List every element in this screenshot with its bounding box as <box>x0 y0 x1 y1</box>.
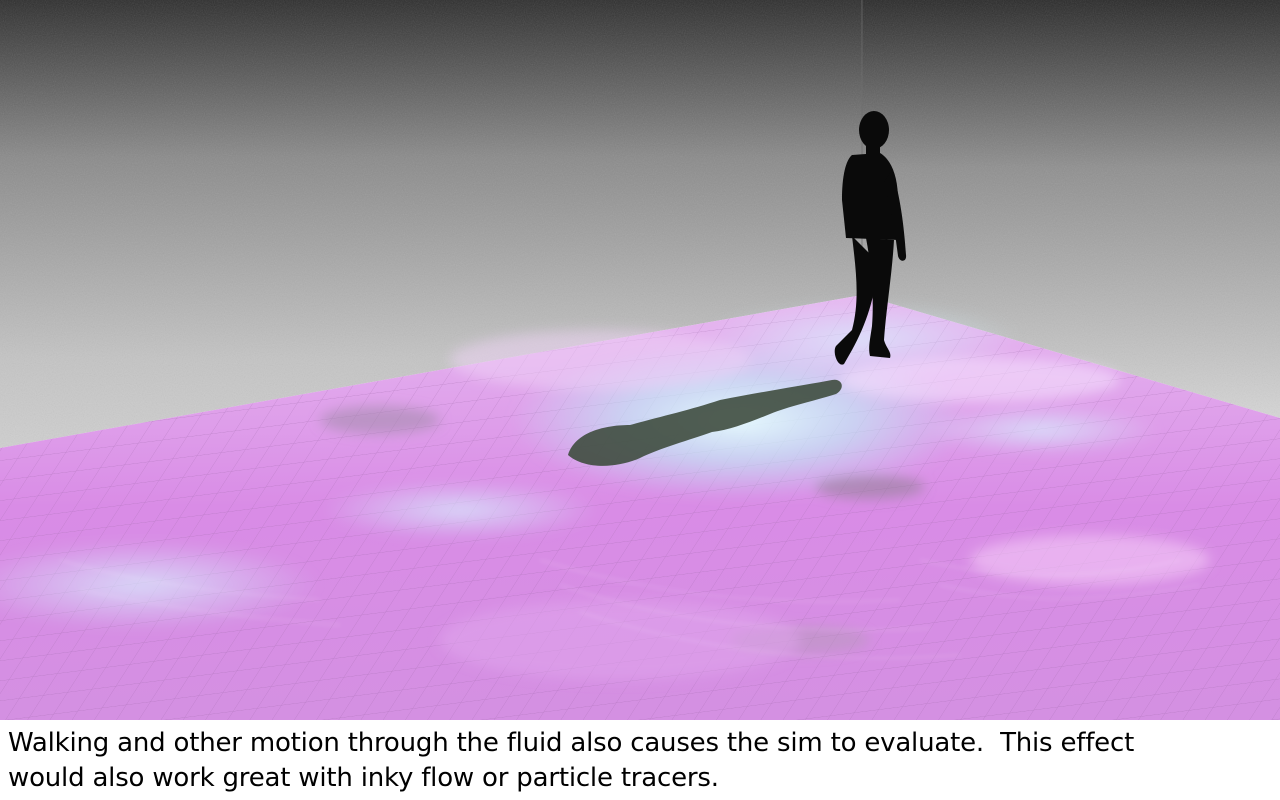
person-shadow <box>568 379 842 466</box>
ripples <box>59 559 1201 659</box>
scene-illustration <box>0 0 1280 720</box>
caption-line-2: would also work great with inky flow or … <box>8 763 719 793</box>
caption-line-1: Walking and other motion through the flu… <box>8 728 1135 758</box>
fluid-swirls <box>0 300 1210 680</box>
rendered-scene <box>0 0 1280 720</box>
caption: Walking and other motion through the flu… <box>8 726 1272 796</box>
person-silhouette <box>834 111 907 365</box>
